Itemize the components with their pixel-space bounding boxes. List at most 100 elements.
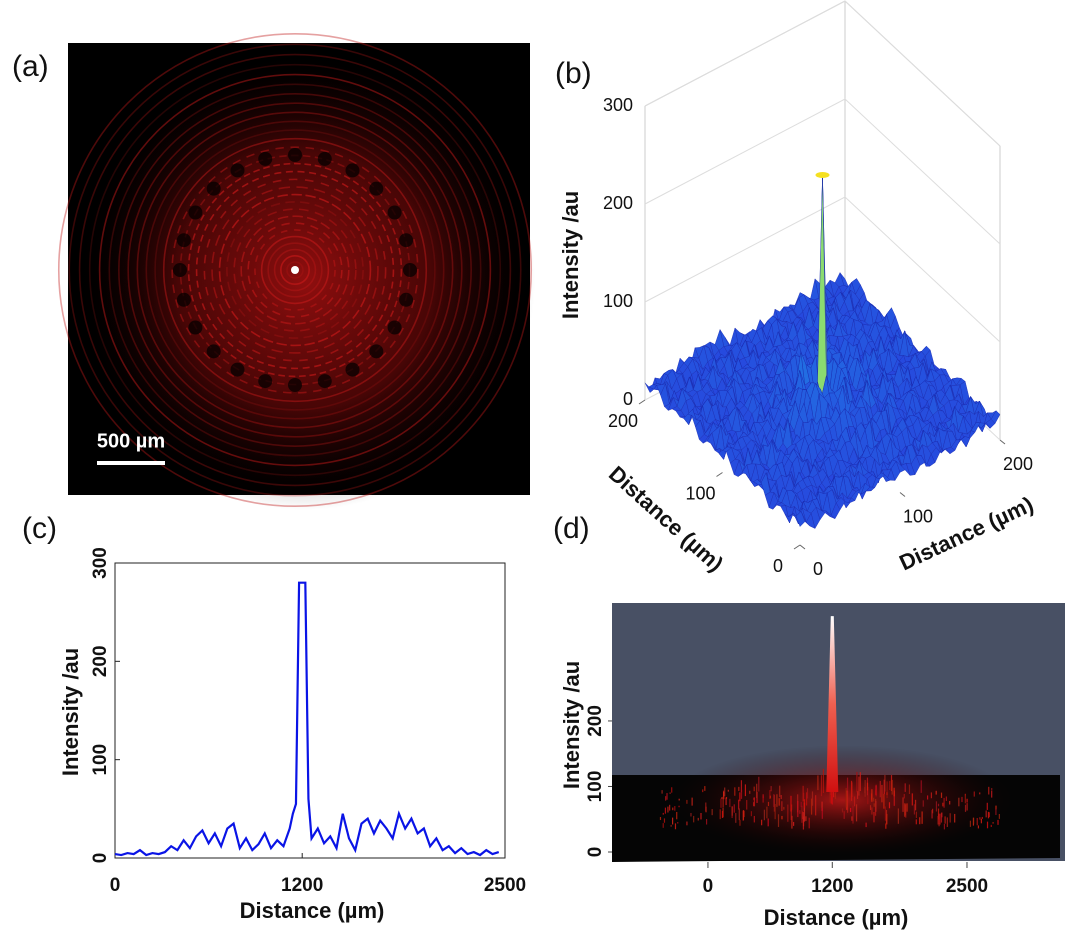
ring bbox=[286, 261, 304, 279]
ring bbox=[247, 222, 343, 318]
spot bbox=[206, 181, 221, 196]
spot bbox=[399, 292, 414, 307]
ring bbox=[78, 53, 512, 487]
z-tick-label: 0 bbox=[623, 389, 633, 409]
ring bbox=[273, 248, 317, 292]
peak bbox=[826, 616, 839, 792]
x-tick-label: 0 bbox=[703, 876, 714, 897]
y-tick-label: 200 bbox=[90, 645, 111, 677]
peak bbox=[815, 172, 830, 178]
center-spot bbox=[291, 266, 299, 274]
spot bbox=[188, 205, 203, 220]
scale-bar-label: 500 µm bbox=[97, 430, 165, 452]
surface-patch bbox=[795, 511, 806, 527]
spot bbox=[369, 181, 384, 196]
tick-mark bbox=[716, 472, 723, 477]
ring bbox=[187, 162, 403, 378]
tick-mark bbox=[899, 492, 906, 497]
y-tick-label: 200 bbox=[585, 705, 606, 737]
ring bbox=[118, 93, 472, 447]
panel-label: (c) bbox=[22, 512, 57, 545]
glow bbox=[672, 745, 1013, 855]
grid-line bbox=[644, 0, 1001, 147]
ring bbox=[218, 193, 372, 347]
spot bbox=[345, 362, 360, 377]
z-tick-label: 200 bbox=[603, 193, 633, 213]
grid-line bbox=[644, 98, 1001, 245]
spot bbox=[258, 151, 273, 166]
ring bbox=[195, 170, 395, 370]
tick-mark bbox=[638, 399, 646, 405]
spot bbox=[403, 263, 417, 277]
spot bbox=[173, 263, 187, 277]
x-tick-label: 1200 bbox=[281, 875, 323, 896]
tick-mark bbox=[793, 544, 801, 550]
spot bbox=[206, 344, 221, 359]
x-tick-label: 1200 bbox=[811, 876, 853, 897]
spot bbox=[317, 374, 332, 389]
ring bbox=[136, 111, 454, 429]
ring bbox=[108, 83, 482, 457]
y-axis-label: Intensity /au bbox=[559, 661, 584, 789]
z-tick-label: 100 bbox=[603, 291, 633, 311]
tick-mark bbox=[799, 544, 806, 550]
spot bbox=[176, 233, 191, 248]
y-tick-label: 100 bbox=[903, 506, 933, 526]
ring bbox=[203, 178, 387, 362]
ring bbox=[68, 43, 522, 497]
ring bbox=[254, 229, 336, 311]
ring bbox=[154, 129, 436, 411]
x-tick-label: 100 bbox=[685, 483, 715, 503]
y-tick-label: 300 bbox=[90, 547, 111, 579]
ring bbox=[280, 255, 310, 285]
spot bbox=[387, 320, 402, 335]
z-tick-label: 300 bbox=[603, 95, 633, 115]
ring bbox=[267, 242, 323, 298]
spot bbox=[288, 378, 302, 392]
ring bbox=[226, 201, 364, 339]
ring bbox=[145, 120, 445, 420]
y-tick-label: 0 bbox=[90, 853, 111, 864]
spot bbox=[230, 362, 245, 377]
tick-mark bbox=[999, 439, 1006, 445]
panel-label: (b) bbox=[555, 57, 592, 90]
y-tick-label: 200 bbox=[1003, 454, 1033, 474]
panel-label: (d) bbox=[553, 512, 590, 545]
ring bbox=[233, 208, 357, 332]
panel-label: (a) bbox=[12, 50, 49, 83]
x-axis-label: Distance (µm) bbox=[604, 461, 728, 576]
spot bbox=[176, 292, 191, 307]
ring bbox=[260, 235, 330, 305]
ring bbox=[88, 63, 502, 477]
spot bbox=[387, 205, 402, 220]
spot bbox=[399, 233, 414, 248]
y-axis-label: Intensity /au bbox=[58, 648, 83, 776]
ring bbox=[98, 73, 492, 467]
surface bbox=[644, 174, 1001, 530]
ring bbox=[240, 215, 350, 325]
x-tick-label: 0 bbox=[110, 875, 121, 896]
line bbox=[114, 581, 500, 857]
y-tick-label: 0 bbox=[813, 559, 823, 579]
spot bbox=[345, 163, 360, 178]
spot bbox=[288, 148, 302, 162]
spot bbox=[258, 374, 273, 389]
ring bbox=[211, 186, 379, 354]
diffraction-pattern bbox=[57, 32, 535, 510]
ring bbox=[57, 32, 533, 508]
y-tick-label: 100 bbox=[585, 771, 606, 803]
ring bbox=[127, 102, 463, 438]
x-axis-label: Distance (µm) bbox=[764, 905, 909, 930]
x-tick-label: 2500 bbox=[484, 875, 526, 896]
grid-line bbox=[644, 196, 1001, 343]
y-axis-label: Distance (µm) bbox=[895, 492, 1037, 576]
spot bbox=[317, 151, 332, 166]
z-axis-label: Intensity /au bbox=[558, 191, 583, 319]
plot-frame bbox=[114, 562, 506, 859]
ring bbox=[162, 137, 428, 403]
y-tick-label: 0 bbox=[585, 847, 606, 858]
spot bbox=[188, 320, 203, 335]
spot bbox=[230, 163, 245, 178]
